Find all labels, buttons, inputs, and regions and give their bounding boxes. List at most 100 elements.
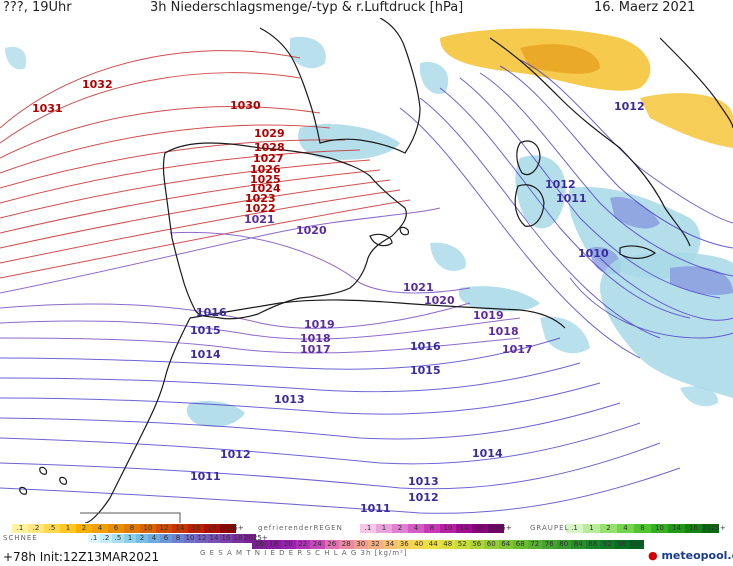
isobar-label: 1012 — [408, 491, 439, 504]
isobar-label: 1012 — [220, 448, 251, 461]
legend-swatch-total: 18 — [266, 540, 281, 549]
isobar-label: 1014 — [472, 447, 503, 460]
legend-swatch-snow: 18 — [232, 534, 244, 543]
legend-swatch-rain: 6 — [108, 524, 124, 533]
legend-swatch-snow: 12 — [196, 534, 208, 543]
legend-swatch-rain: 12 — [156, 524, 172, 533]
logo-mark-icon: ● — [648, 549, 658, 562]
isobar-label: 1020 — [424, 294, 455, 307]
isobar-label: 1016 — [196, 306, 227, 319]
legend-swatch-graupel: 1 — [583, 524, 600, 533]
legend-swatch-total: 52 — [455, 540, 470, 549]
legend-swatch-total: 48 — [440, 540, 455, 549]
isobar-label: 1026 — [250, 163, 281, 176]
pressure-map: 1032 1031 1030 1029 1028 1027 1026 1025 … — [0, 18, 733, 523]
legend-swatch-rain: 14 — [172, 524, 188, 533]
legend-swatch-freezing: 8 — [424, 524, 440, 533]
isobar-label: 1012 — [545, 178, 576, 191]
legend-swatch-total: 84 — [571, 540, 586, 549]
legend-snow-row: .1.2.5 1 2 4 6 8 10 12 14 16 18 2025+ — [0, 534, 733, 544]
legend-swatch-freezing: 14 — [456, 524, 472, 533]
isobars-low — [0, 59, 733, 514]
isobar-label: 1014 — [190, 348, 221, 361]
legend-swatch-total: 30 — [353, 540, 368, 549]
legend-swatch-total: 20 — [281, 540, 296, 549]
forecast-run-info: +78h Init:12Z13MAR2021 — [3, 550, 160, 564]
legend-swatch-total: 64 — [498, 540, 513, 549]
legend-swatch-total: 44 — [426, 540, 441, 549]
isobar-label: 1015 — [410, 364, 441, 377]
legend-swatch-rain: .2 — [28, 524, 44, 533]
isobar-label: 1028 — [254, 141, 285, 154]
legend-swatch-graupel: 2 — [600, 524, 617, 533]
legend-swatch-total: 16 — [252, 540, 267, 549]
legend-swatch-total: 28 — [339, 540, 354, 549]
legend-swatch-total: 24 — [310, 540, 325, 549]
legend-swatch-snow: 1 — [124, 534, 136, 543]
meteopool-logo[interactable]: ● meteopool.org — [648, 549, 733, 562]
legend-swatch-rain: 10 — [140, 524, 156, 533]
legend-swatch-freezing: 4 — [408, 524, 424, 533]
legend-swatch-freezing: 16 — [472, 524, 488, 533]
legend-swatch-snow: 10 — [184, 534, 196, 543]
legend-swatch-total: 32 — [368, 540, 383, 549]
legend-swatch-total: 22 — [295, 540, 310, 549]
legend-swatch-total: 36 — [397, 540, 412, 549]
brand-text: meteopool.org — [661, 549, 733, 562]
legend-swatch-total: 100 — [629, 540, 644, 549]
legend-swatch-total: 96 — [614, 540, 629, 549]
legend-graupel-label: GRAUPEL — [530, 524, 570, 532]
isobar-label: 1018 — [300, 332, 331, 345]
isobar-label: 1021 — [244, 213, 275, 226]
isobar-label: 1023 — [245, 192, 276, 205]
legend-total-row: 16 18 20 22 24 26 28 30 32 34 36 40 44 48 52 56 60 64 68 72… — [0, 540, 733, 550]
legend-swatch-graupel: 16 — [685, 524, 702, 533]
isobar-label: 1022 — [245, 202, 276, 215]
legend-swatch-graupel: 8 — [634, 524, 651, 533]
isobar-label: 1030 — [230, 99, 261, 112]
forecast-date: 16. Maerz 2021 — [594, 0, 696, 15]
isobar-label: 1011 — [360, 502, 391, 515]
legend-swatch-snow: 6 — [160, 534, 172, 543]
legend-swatch-total: 40 — [411, 540, 426, 549]
legend-swatch-snow: .2 — [100, 534, 112, 543]
isobar-label: 1020 — [296, 224, 327, 237]
isobar-label: 1013 — [408, 475, 439, 488]
isobar-label: 1021 — [403, 281, 434, 294]
legend-swatch-snow: 14 — [208, 534, 220, 543]
legend-swatch-graupel: 14 — [668, 524, 685, 533]
legend-swatch-freezing: 2025+ — [488, 524, 512, 533]
isobar-label: 1016 — [410, 340, 441, 353]
legend-swatch-snow: .1 — [88, 534, 100, 543]
isobar-label: 1019 — [473, 309, 504, 322]
legend-snow-label: SCHNEE — [3, 534, 38, 542]
legend-swatch-total: 34 — [382, 540, 397, 549]
legend-swatch-freezing: 1 — [376, 524, 392, 533]
isobar-label: 1011 — [190, 470, 221, 483]
legend-swatch-snow: 2 — [136, 534, 148, 543]
legend-swatch-freezing: 10 — [440, 524, 456, 533]
legend-swatch-rain: 8 — [124, 524, 140, 533]
isobar-label: 1012 — [614, 100, 645, 113]
legend-swatch-total: 68 — [513, 540, 528, 549]
legend-freezing-label: gefrierenderREGEN — [258, 524, 343, 532]
legend-swatch-graupel: 10 — [651, 524, 668, 533]
legend-swatch-total: 92 — [600, 540, 615, 549]
legend-swatch-total: 76 — [542, 540, 557, 549]
run-time-label: ???, 19Uhr — [3, 0, 72, 15]
legend-swatch-rain: 16 — [188, 524, 204, 533]
isobar-label: 1011 — [556, 192, 587, 205]
legend-swatch-graupel: 2025+ — [702, 524, 726, 533]
legend-total-label: G E S A M T N I E D E R S C H L A G 3h [… — [200, 549, 408, 557]
isobar-label: 1025 — [250, 173, 281, 186]
isobars-high — [0, 50, 411, 279]
isobars-mid — [0, 207, 521, 354]
legend-swatch-rain: 1 — [60, 524, 76, 533]
precipitation-layer — [5, 28, 733, 427]
isobar-label: 1013 — [274, 393, 305, 406]
legend-swatch-graupel: 4 — [617, 524, 634, 533]
isobar-label: 1029 — [254, 127, 285, 140]
legend-swatch-snow: 8 — [172, 534, 184, 543]
legend-swatch-rain: .5 — [44, 524, 60, 533]
